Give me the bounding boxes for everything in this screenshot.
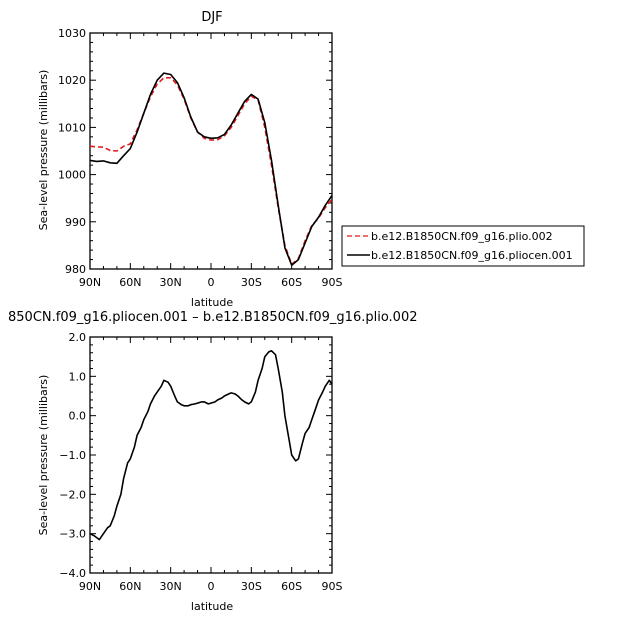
top-y-axis-label-text: Sea-level pressure (millibars) <box>37 70 50 231</box>
bottom-y-tick-label: 2.0 <box>69 331 87 344</box>
bottom-plot-frame <box>89 336 333 574</box>
bottom-y-tick-label: −1.0 <box>59 449 86 462</box>
bottom-x-tick-label: 0 <box>208 580 215 593</box>
legend: b.e12.B1850CN.f09_g16.plio.002 b.e12.B18… <box>341 225 585 267</box>
bottom-y-tick-label: −2.0 <box>59 488 86 501</box>
bottom-x-tick-label: 90S <box>322 580 343 593</box>
top-x-tick-label: 90N <box>79 276 101 289</box>
top-y-tick-label: 1010 <box>58 121 86 134</box>
top-y-tick-label: 1000 <box>58 169 86 182</box>
top-y-tick-label: 980 <box>65 263 86 276</box>
legend-label-plio: b.e12.B1850CN.f09_g16.plio.002 <box>371 230 553 243</box>
top-y-tick-label: 1030 <box>58 27 86 40</box>
bottom-y-axis-label: Sea-level pressure (millibars) <box>37 375 50 536</box>
bottom-x-tick-label: 30S <box>241 580 262 593</box>
top-x-tick-label: 30N <box>160 276 182 289</box>
bottom-y-tick-label: 0.0 <box>69 410 87 423</box>
top-series-line-1 <box>89 72 333 267</box>
top-y-tick-label: 990 <box>65 216 86 229</box>
top-x-tick-label: 30S <box>241 276 262 289</box>
bottom-x-tick-label: 30N <box>160 580 182 593</box>
top-panel: DJF Sea-level pressure (millibars) latit… <box>37 10 343 309</box>
bottom-x-tick-label: 90N <box>79 580 101 593</box>
bottom-x-axis-label: latitude <box>191 600 233 613</box>
top-y-axis-label: Sea-level pressure (millibars) <box>37 70 50 231</box>
legend-label-pliocen: b.e12.B1850CN.f09_g16.pliocen.001 <box>371 249 573 262</box>
top-x-tick-label: 60N <box>119 276 141 289</box>
top-chart-title: DJF <box>201 10 222 25</box>
top-plot-frame <box>89 32 333 270</box>
bottom-y-tick-label: 1.0 <box>69 370 87 383</box>
top-y-tick-label: 1020 <box>58 74 86 87</box>
top-series-line-0 <box>89 77 333 266</box>
legend-box <box>341 225 585 267</box>
bottom-y-axis-label-text: Sea-level pressure (millibars) <box>37 375 50 536</box>
bottom-y-tick-label: −4.0 <box>59 567 86 580</box>
top-x-tick-label: 90S <box>322 276 343 289</box>
bottom-chart-title: 850CN.f09_g16.pliocen.001 – b.e12.B1850C… <box>8 310 418 325</box>
bottom-panel: 850CN.f09_g16.pliocen.001 – b.e12.B1850C… <box>8 310 418 613</box>
top-x-axis-label: latitude <box>191 296 233 309</box>
top-x-tick-label: 60S <box>281 276 302 289</box>
top-x-tick-label: 0 <box>208 276 215 289</box>
bottom-x-tick-label: 60N <box>119 580 141 593</box>
bottom-series-line-0 <box>89 349 333 541</box>
bottom-y-tick-label: −3.0 <box>59 528 86 541</box>
bottom-x-tick-label: 60S <box>281 580 302 593</box>
